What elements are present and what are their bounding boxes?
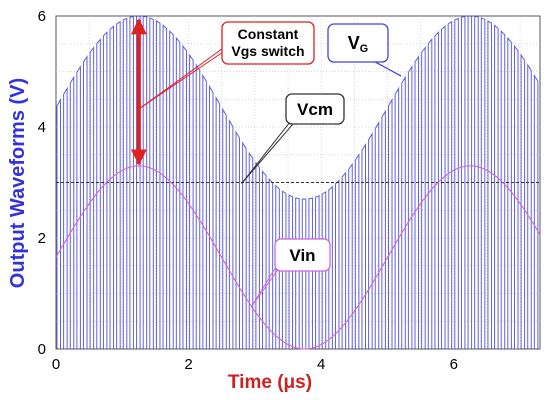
constant-vgs-callout-box bbox=[221, 21, 315, 65]
y-tick-label: 6 bbox=[38, 8, 46, 25]
annotations: Constant Vgs switch VG Vcm Vin bbox=[130, 18, 402, 307]
y-axis-title: Output Waveforms (V) bbox=[7, 78, 29, 288]
vcm-callout-leader-line bbox=[241, 121, 291, 184]
x-tick-label: 4 bbox=[317, 356, 325, 373]
vin-series-line bbox=[55, 165, 541, 350]
x-axis-title: Time (μs) bbox=[228, 372, 312, 393]
x-tick-label: 6 bbox=[450, 356, 458, 373]
y-tick-label: 2 bbox=[38, 230, 46, 247]
vg-callout-label: VG bbox=[348, 33, 368, 55]
vcm-callout-label: Vcm bbox=[297, 100, 333, 119]
vg-callout-label-main: V bbox=[348, 33, 360, 53]
vcm-callout-box bbox=[285, 93, 345, 125]
constant-vgs-callout-leader-line-2 bbox=[140, 47, 230, 108]
vg-callout-box bbox=[327, 23, 389, 63]
constant-vgs-callout-label-line: Vgs switch bbox=[231, 43, 304, 59]
series-layer bbox=[55, 15, 541, 350]
y-tick-label: 0 bbox=[38, 341, 46, 358]
constant-vgs-callout-label: Constant Vgs switch bbox=[231, 26, 304, 59]
vcm-callout-label-line: Vcm bbox=[297, 100, 333, 119]
x-tick-label: 0 bbox=[52, 356, 60, 373]
y-tick-label: 4 bbox=[38, 119, 46, 136]
vg-callout-label-sub: G bbox=[360, 43, 368, 55]
vin-callout-label-line: Vin bbox=[289, 246, 315, 265]
constant-vgs-callout-leader-line bbox=[140, 45, 227, 108]
vcm-callout-leader-line-2 bbox=[241, 123, 294, 184]
vin-callout-leader-line bbox=[251, 261, 280, 307]
constant-vgs-callout-label-line: Constant bbox=[238, 26, 299, 42]
vg-callout-leader-line-2 bbox=[374, 61, 402, 77]
tick-labels: 0 2 4 6 0 2 4 6 bbox=[38, 8, 458, 373]
vin-callout-label: Vin bbox=[289, 246, 315, 265]
vin-callout-leader-line-2 bbox=[251, 263, 283, 307]
x-tick-label: 2 bbox=[184, 356, 192, 373]
vin-callout-box bbox=[274, 238, 331, 272]
vg-series-line bbox=[56, 15, 539, 349]
